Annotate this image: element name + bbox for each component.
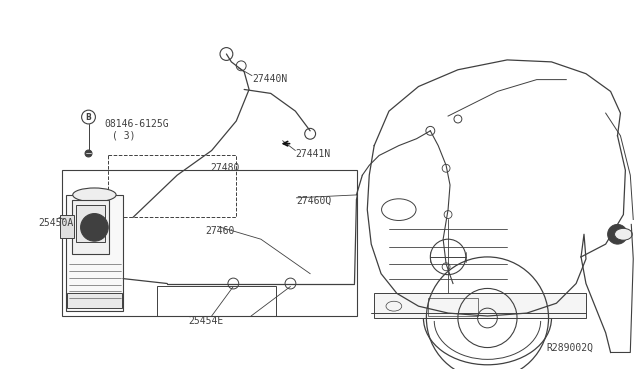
Text: 25454E: 25454E [188,316,223,326]
Ellipse shape [614,228,632,240]
Text: 25450A: 25450A [38,218,74,228]
Text: R289002Q: R289002Q [547,343,593,353]
Text: 27460: 27460 [205,227,235,236]
Text: 27440N: 27440N [252,74,287,84]
Text: B: B [86,113,92,122]
Bar [108,155,236,217]
Bar [157,286,276,316]
Bar [72,200,109,254]
Bar [67,294,122,308]
Bar [428,298,477,316]
Text: 08146-6125G: 08146-6125G [104,119,169,129]
Bar [76,205,105,242]
Circle shape [81,214,108,241]
Bar [62,170,357,316]
Text: 27460Q: 27460Q [296,196,332,206]
Bar [66,195,123,311]
Circle shape [85,150,92,157]
Text: ( 3): ( 3) [112,131,136,141]
Circle shape [607,224,627,244]
Text: 27441N: 27441N [296,148,331,158]
Bar [60,215,74,238]
Ellipse shape [73,188,116,202]
Bar [374,294,586,318]
Text: 27480: 27480 [211,163,240,173]
